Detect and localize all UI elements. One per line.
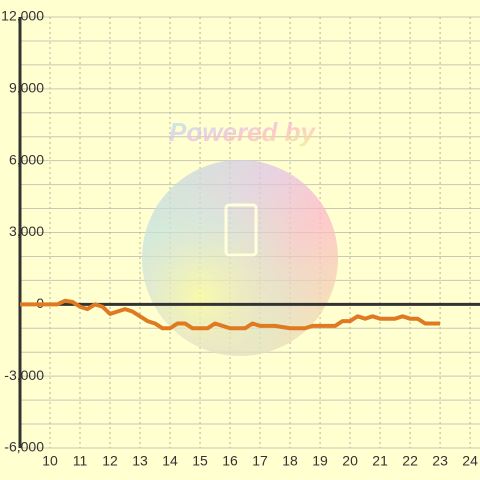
x-tick-label: 23 <box>432 453 448 469</box>
y-tick-label: -3,000 <box>4 367 44 383</box>
x-tick-label: 11 <box>73 453 88 469</box>
watermark-icon <box>224 203 258 257</box>
y-tick-label: 9,000 <box>9 80 44 96</box>
x-tick-label: 13 <box>132 453 148 469</box>
y-tick-label: 3,000 <box>9 223 44 239</box>
y-tick-label: 12,000 <box>1 8 44 24</box>
x-tick-label: 15 <box>192 453 208 469</box>
watermark-circle-overlay <box>142 160 338 356</box>
y-tick-label: 6,000 <box>9 151 44 167</box>
x-tick-label: 16 <box>222 453 238 469</box>
x-tick-label: 17 <box>252 453 268 469</box>
x-tick-label: 14 <box>162 453 178 469</box>
watermark-text: Powered by <box>169 117 316 147</box>
watermark: Powered by <box>142 117 338 356</box>
x-tick-label: 21 <box>372 453 388 469</box>
x-tick-label: 24 <box>462 453 478 469</box>
data-line <box>20 298 441 331</box>
x-tick-label: 22 <box>402 453 418 469</box>
x-tick-label: 10 <box>42 453 58 469</box>
y-tick-label: -6,000 <box>4 439 44 455</box>
x-tick-label: 18 <box>282 453 298 469</box>
x-tick-label: 20 <box>342 453 358 469</box>
x-tick-label: 12 <box>102 453 118 469</box>
x-tick-label: 19 <box>312 453 328 469</box>
